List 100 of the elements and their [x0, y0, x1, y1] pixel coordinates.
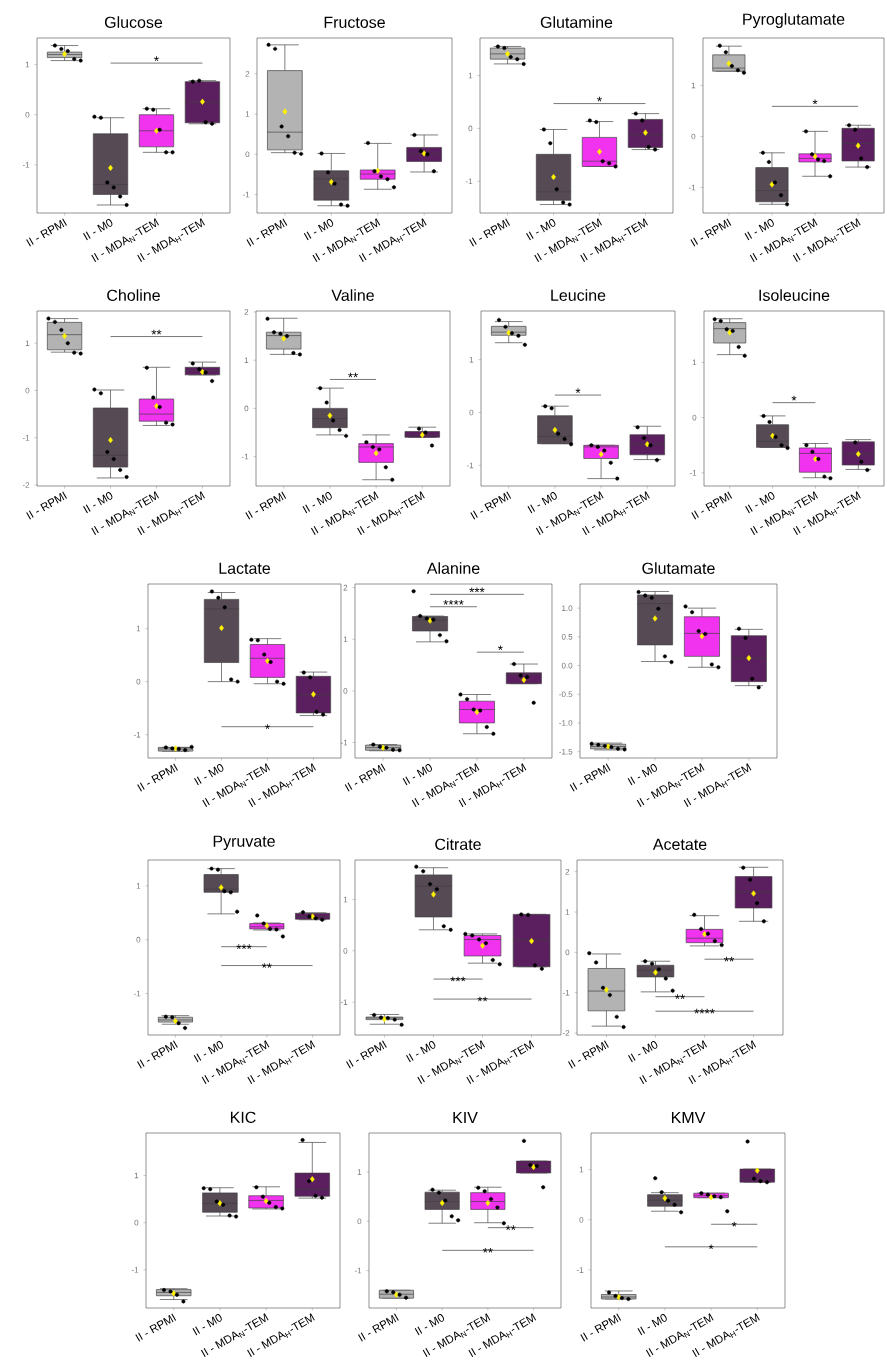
y-tick-label: 0: [25, 387, 30, 394]
annotation: ***: [450, 976, 466, 982]
y-tick-label: 0: [565, 949, 570, 956]
annotation: **: [482, 1247, 493, 1253]
y-tick-label: -1: [241, 453, 249, 460]
y-tick-label: 2: [343, 584, 348, 591]
y-tick-label: -1: [688, 184, 696, 191]
annotation: **: [724, 956, 735, 962]
x-tick-label: II - M0: [194, 764, 224, 786]
y-tick-label: 1: [244, 357, 249, 363]
x-tick-label: II - M0: [83, 219, 113, 241]
y-tick-label: 1: [692, 359, 697, 366]
x-tick-label: II - M0: [744, 219, 774, 241]
y-tick-label: 1: [245, 111, 250, 117]
x-tick-label: II - M0: [414, 1314, 445, 1336]
y-tick-label: 0: [579, 1216, 584, 1223]
chart-title: KIC: [230, 1111, 256, 1123]
y-tick-label: 0: [357, 1218, 362, 1225]
x-tick-label: II - M0: [627, 764, 657, 786]
chart-title: Acetate: [652, 838, 707, 850]
chart-title: Alanine: [426, 562, 480, 574]
y-tick-label: 0: [244, 405, 249, 412]
chart-title: Valine: [331, 289, 374, 301]
y-tick-label: -1: [340, 999, 348, 1005]
y-tick-label: 0: [134, 1219, 139, 1226]
y-tick-label: -1: [340, 739, 348, 746]
y-tick-label: 0: [245, 151, 250, 158]
x-tick-label: II - M0: [303, 219, 334, 241]
y-tick-label: 0.5: [561, 634, 573, 640]
y-tick-label: 2: [565, 868, 570, 875]
y-tick-label: 0: [468, 125, 473, 132]
annotation: *: [154, 56, 159, 61]
y-tick-label: 1: [343, 636, 348, 643]
y-tick-label: 0: [469, 409, 474, 416]
annotation: *: [731, 1221, 737, 1227]
x-tick-label: II - M0: [83, 492, 113, 514]
chart-title: Choline: [107, 289, 160, 301]
y-tick-label: 1: [579, 1166, 584, 1173]
annotation: **: [505, 1225, 516, 1230]
annotation: **: [477, 996, 488, 1002]
annotation: *: [597, 96, 602, 102]
annotation: *: [708, 1244, 714, 1250]
annotation: ****: [443, 599, 464, 605]
y-tick-label: 0: [691, 133, 696, 140]
y-tick-label: 2: [245, 71, 250, 77]
y-tick-label: 1: [25, 340, 30, 346]
annotation: *: [498, 645, 503, 651]
y-tick-label: 0: [692, 414, 697, 421]
y-tick-label: 0: [136, 678, 141, 685]
chart-title: KMV: [671, 1111, 706, 1123]
chart-title: Glutamate: [642, 562, 715, 574]
y-tick-label: 1: [136, 625, 141, 632]
y-tick-label: -1.0: [559, 720, 573, 726]
y-tick-label: 0: [25, 111, 30, 118]
annotation: **: [261, 963, 272, 968]
y-tick-label: -2: [22, 482, 30, 488]
y-tick-label: 1: [565, 909, 570, 915]
y-tick-label: -0.5: [559, 691, 573, 698]
annotation: ***: [236, 944, 252, 949]
x-tick-label: II - M0: [192, 1314, 222, 1336]
y-tick-label: -1: [465, 178, 473, 185]
x-tick-label: II - M0: [527, 492, 557, 514]
y-tick-label: 0.0: [561, 662, 573, 669]
x-tick-label: II - M0: [406, 1041, 436, 1063]
y-tick-label: 1: [468, 72, 473, 79]
y-tick-label: -1.5: [559, 748, 573, 755]
annotation: *: [791, 395, 797, 401]
chart-title: Lactate: [219, 562, 271, 574]
y-tick-label: -1: [242, 191, 250, 198]
y-tick-label: 1: [343, 896, 348, 903]
y-tick-label: 0: [136, 936, 141, 943]
y-tick-label: -1: [576, 1267, 584, 1273]
chart-title: Glutamine: [540, 16, 613, 28]
y-tick-label: 1: [357, 1169, 362, 1175]
y-tick-label: -1: [562, 989, 570, 996]
annotation: *: [265, 724, 270, 729]
y-tick-label: 1: [25, 61, 30, 68]
x-tick-label: II - M0: [745, 492, 775, 514]
chart-title: Leucine: [551, 289, 606, 301]
x-tick-label: II - M0: [526, 219, 556, 241]
y-tick-label: -1: [133, 731, 141, 738]
annotation: ****: [694, 1008, 715, 1014]
annotation: ***: [469, 587, 485, 593]
chart-title: KIV: [453, 1111, 478, 1123]
y-tick-label: 1: [469, 356, 474, 363]
y-tick-label: -1: [689, 470, 697, 476]
y-tick-label: -2: [562, 1030, 570, 1036]
y-tick-label: 1: [691, 82, 696, 89]
y-tick-label: -1: [133, 990, 141, 997]
y-tick-label: 0: [343, 948, 348, 954]
annotation: **: [151, 329, 162, 335]
y-tick-label: -1: [354, 1267, 362, 1274]
y-tick-label: 2: [244, 309, 249, 315]
y-tick-label: 0: [343, 688, 348, 694]
annotation: **: [348, 372, 358, 378]
y-tick-label: 1.0: [562, 605, 573, 611]
x-tick-label: II - M0: [628, 1041, 658, 1063]
y-tick-label: -1: [466, 462, 474, 469]
chart-title: Pyruvate: [213, 835, 275, 850]
chart-title: Citrate: [435, 838, 481, 850]
